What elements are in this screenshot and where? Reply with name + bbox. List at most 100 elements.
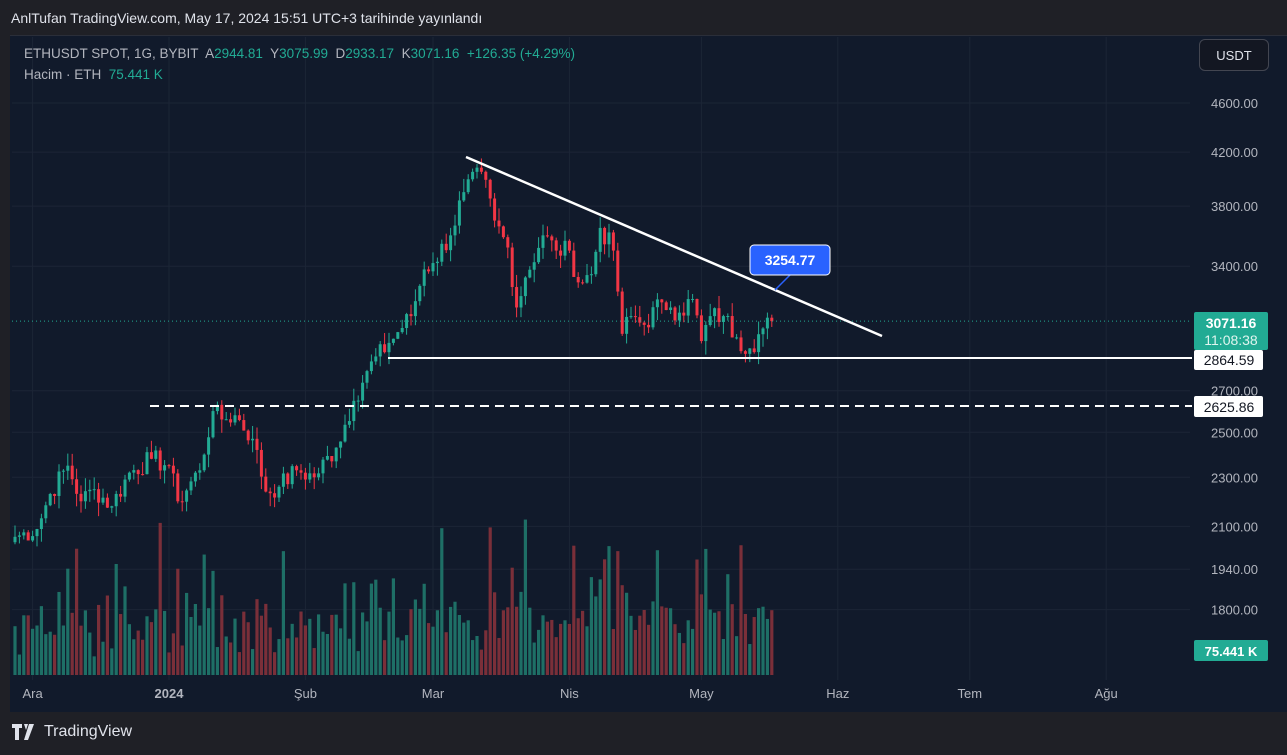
- volume-bar: [185, 592, 189, 675]
- volume-bar: [713, 612, 717, 675]
- candle-body: [594, 251, 598, 275]
- volume-bar: [369, 583, 373, 675]
- volume-bar: [488, 527, 492, 675]
- candle-body: [686, 299, 690, 316]
- volume-bar: [427, 623, 431, 675]
- volume-bar: [378, 607, 382, 675]
- volume-bar: [189, 616, 193, 675]
- volume-value: 75.441 K: [108, 67, 163, 82]
- close-label: K: [401, 46, 411, 61]
- candle-body: [449, 235, 453, 251]
- volume-bar: [616, 551, 620, 675]
- candle-body: [57, 471, 61, 496]
- candle-body: [532, 262, 536, 270]
- volume-bar: [761, 606, 765, 675]
- volume-bar: [251, 649, 255, 675]
- volume-bar: [180, 645, 184, 675]
- volume-bar: [158, 522, 162, 675]
- candle-body: [105, 497, 109, 508]
- volume-bar: [391, 578, 395, 675]
- volume-bar: [101, 641, 105, 675]
- volume-bar: [277, 639, 281, 675]
- volume-tag-text: 75.441 K: [1205, 644, 1258, 659]
- volume-bar: [22, 615, 26, 675]
- volume-bar: [339, 628, 343, 675]
- brand-name: TradingView: [44, 723, 133, 740]
- candle-body: [427, 269, 431, 272]
- candle-body: [378, 344, 382, 357]
- trendline-price-text: 3254.77: [765, 252, 816, 268]
- trendline: [465, 155, 883, 338]
- symbol[interactable]: ETHUSDT SPOT, 1G, BYBIT: [24, 46, 199, 61]
- candle-body: [581, 282, 585, 284]
- candle-body: [114, 493, 118, 507]
- volume-label[interactable]: Hacim · ETH: [24, 67, 102, 82]
- volume-bar: [352, 582, 356, 675]
- volume-bar: [717, 611, 721, 675]
- volume-bar: [567, 623, 571, 675]
- support-price-text: 2864.59: [1204, 352, 1255, 368]
- volume-bar: [757, 608, 761, 675]
- candle-body: [405, 314, 409, 328]
- candle-body: [497, 220, 501, 227]
- volume-bar: [259, 615, 263, 675]
- volume-bar: [541, 615, 545, 675]
- candle-body: [682, 312, 686, 316]
- volume-bar: [655, 550, 659, 675]
- volume-bar: [576, 618, 580, 675]
- volume-bar: [506, 607, 510, 675]
- volume-bar: [163, 610, 167, 675]
- volume-bar: [444, 632, 448, 675]
- candle-body: [598, 227, 602, 252]
- candle-body: [647, 324, 651, 328]
- candle-body: [629, 316, 633, 318]
- candle-body: [79, 493, 83, 502]
- volume-bar: [356, 651, 360, 675]
- volume-bar: [743, 613, 747, 675]
- volume-bar: [559, 623, 563, 675]
- candle-body: [101, 497, 105, 503]
- volume-bar: [92, 656, 96, 675]
- volume-bar: [75, 548, 79, 675]
- candle-body: [299, 470, 303, 473]
- candle-body: [356, 400, 360, 402]
- candle-body: [312, 473, 316, 478]
- volume-bar: [224, 636, 228, 675]
- volume-bar: [167, 652, 171, 675]
- volume-bar: [110, 648, 114, 675]
- volume-bar: [607, 546, 611, 675]
- volume-bar: [127, 624, 131, 675]
- candle-body: [585, 275, 589, 283]
- candle-body: [748, 348, 752, 354]
- candle-body: [484, 171, 488, 180]
- currency-button[interactable]: USDT: [1199, 39, 1269, 71]
- volume-bar: [361, 612, 365, 675]
- volume-bar: [220, 595, 224, 675]
- candle-body: [704, 324, 708, 342]
- candle-body: [220, 404, 224, 420]
- candle-body: [264, 476, 268, 492]
- volume-bar: [611, 629, 615, 675]
- candle-body: [633, 316, 637, 318]
- volume-bar: [171, 633, 175, 675]
- candle-body: [677, 312, 681, 321]
- candle-body: [167, 465, 171, 467]
- tradingview-logo[interactable]: TradingView: [12, 723, 132, 741]
- volume-bar: [440, 528, 444, 675]
- volume-bar: [123, 586, 127, 675]
- candle-body: [721, 316, 725, 322]
- volume-bar: [273, 652, 277, 675]
- volume-bar: [193, 604, 197, 675]
- candle-body: [708, 316, 712, 325]
- volume-bar: [598, 579, 602, 675]
- candle-body: [334, 447, 338, 462]
- volume-bar: [31, 628, 35, 675]
- candle-body: [361, 382, 365, 401]
- candle-body: [519, 296, 523, 308]
- x-tick-label: Şub: [294, 686, 317, 701]
- candle-body: [268, 491, 272, 494]
- volume-bar: [550, 619, 554, 675]
- candle-body: [53, 493, 57, 496]
- candle-body: [48, 493, 52, 506]
